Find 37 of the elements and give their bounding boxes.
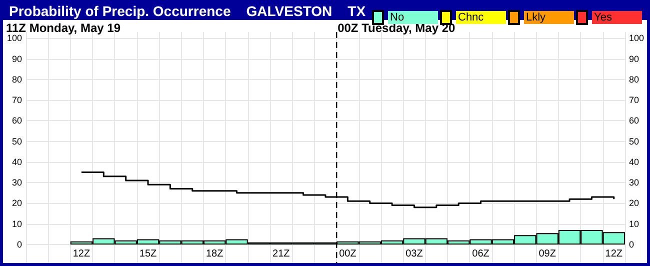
chart-title: Probability of Precip. Occurrence GALVESTON TX (9, 3, 366, 20)
y2-tick-label: 50 (628, 136, 639, 146)
y2-tick-label: 100 (628, 33, 644, 44)
y2-tick-label: 80 (628, 74, 639, 84)
x-tick-label: 12Z (605, 248, 623, 260)
x-tick-label: 21Z (272, 248, 290, 260)
legend-label: No (390, 12, 404, 24)
y2-tick-label: 70 (628, 95, 639, 106)
y2-tick-label: 40 (628, 156, 639, 167)
y-tick-label: 20 (12, 198, 22, 208)
y-tick-label: 60 (12, 116, 22, 126)
chart-subtitle: 11Z Monday, May 19 (6, 21, 121, 35)
y-tick-label: 0 (16, 239, 22, 250)
y2-tick-label: 0 (628, 239, 634, 250)
x-tick-label: 18Z (206, 248, 224, 260)
x-tick-label: 12Z (72, 248, 90, 260)
y-tick-label: 10 (12, 218, 22, 229)
y-tick-label: 50 (12, 136, 22, 146)
y-tick-label: 100 (6, 33, 22, 44)
legend-label: Yes (594, 12, 612, 24)
x-tick-label: 15Z (139, 248, 157, 260)
y2-tick-label: 30 (628, 178, 639, 188)
y-tick-label: 90 (12, 54, 22, 64)
y-tick-label: 40 (12, 156, 22, 167)
y2-tick-label: 10 (628, 218, 639, 229)
x-tick-label: 00Z (339, 248, 356, 260)
legend-label: Chnc (458, 12, 484, 24)
x-tick-label: 06Z (472, 248, 490, 260)
y-tick-label: 80 (12, 74, 22, 84)
y-tick-label: 30 (12, 178, 22, 188)
y2-tick-label: 60 (628, 116, 639, 126)
y2-tick-label: 20 (628, 198, 639, 208)
x-tick-label: 09Z (538, 248, 556, 260)
legend-label: Lkly (526, 12, 546, 24)
y2-tick-label: 90 (628, 54, 639, 64)
x-tick-label: 03Z (406, 248, 423, 260)
y-tick-label: 70 (12, 95, 22, 106)
